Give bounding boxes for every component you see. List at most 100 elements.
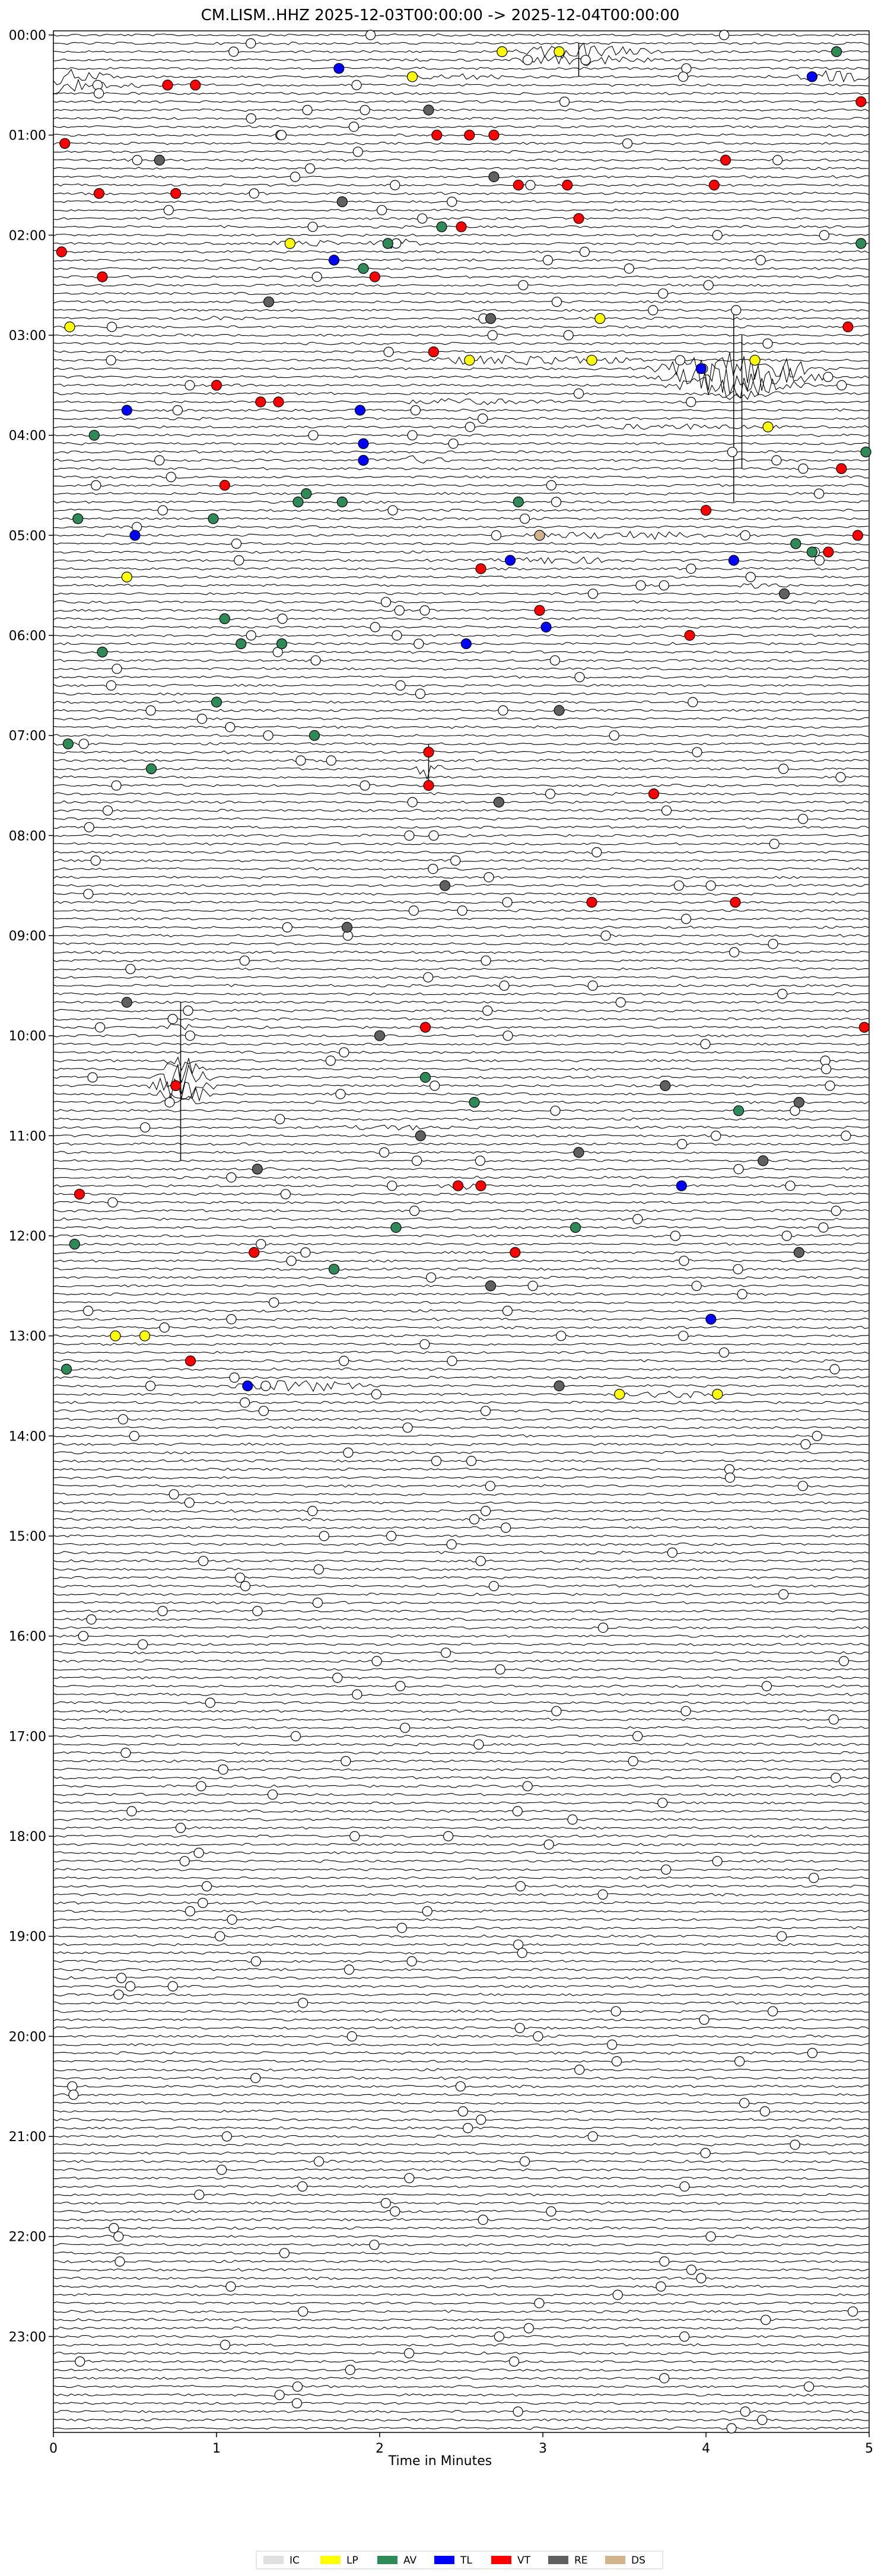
trace-row [53, 2143, 869, 2146]
event-marker [125, 1981, 136, 1992]
trace-row [53, 1893, 869, 1897]
event-marker-re [154, 154, 165, 166]
event-marker [739, 2098, 750, 2108]
event-marker [67, 2081, 78, 2092]
y-tick-label: 01:00 [9, 129, 46, 144]
trace-row [53, 2117, 869, 2122]
event-marker-av [219, 613, 230, 625]
event-marker [478, 413, 488, 424]
trace-row [53, 1693, 869, 1697]
event-marker-av [806, 546, 818, 558]
trace-row [53, 1493, 869, 1496]
trace-row [53, 1767, 869, 1772]
event-marker [661, 805, 672, 816]
event-marker [193, 1847, 204, 1858]
event-marker [215, 1931, 225, 1942]
event-marker-av [570, 1222, 581, 1233]
trace-row [53, 1818, 869, 1821]
event-marker [185, 380, 195, 391]
event-marker-tl [540, 621, 552, 633]
event-marker [491, 530, 502, 541]
event-marker-vt [562, 179, 573, 191]
event-marker [656, 2281, 666, 2292]
trace-row [53, 1367, 869, 1371]
event-marker [740, 2406, 750, 2417]
event-marker [419, 1339, 430, 1350]
event-marker [78, 739, 89, 749]
event-marker [290, 1731, 301, 1741]
event-marker [341, 1756, 351, 1767]
trace-row [53, 475, 869, 479]
event-marker [168, 1489, 179, 1500]
event-marker [369, 2240, 380, 2250]
event-marker [431, 1455, 442, 1467]
trace-row [53, 1292, 869, 1296]
event-marker-re [485, 1280, 497, 1292]
event-marker-re [121, 997, 132, 1008]
trace-row [53, 1391, 869, 1398]
trace-row [53, 333, 869, 337]
trace-row [53, 408, 869, 412]
trace-row [53, 1267, 869, 1271]
trace-row [53, 423, 869, 430]
event-marker-re [660, 1080, 671, 1092]
trace-row [53, 1142, 869, 1146]
event-marker [352, 1689, 362, 1700]
event-marker [183, 1005, 193, 1016]
event-marker [659, 580, 669, 591]
event-marker-vt [586, 896, 597, 908]
event-marker [423, 972, 434, 982]
event-marker-av [61, 1363, 72, 1375]
event-marker-vt [730, 896, 741, 908]
event-marker-av [513, 496, 524, 508]
event-marker [659, 2256, 670, 2267]
event-marker [724, 1473, 736, 1483]
event-marker [522, 1781, 533, 1792]
trace-row [53, 1642, 869, 1646]
event-marker [513, 1939, 524, 1950]
event-marker-vt [858, 1022, 870, 1033]
trace-row [53, 1109, 869, 1113]
event-marker [339, 1356, 349, 1366]
event-marker [240, 1580, 251, 1591]
y-tick-label: 22:00 [9, 2230, 46, 2245]
event-marker-re [488, 171, 500, 183]
trace-row [53, 2393, 869, 2397]
event-marker [240, 1397, 250, 1408]
event-marker [680, 1706, 691, 1716]
event-marker [84, 822, 94, 832]
trace-row [53, 1985, 869, 1988]
trace-row [53, 575, 869, 579]
event-marker-lp [594, 313, 606, 325]
event-marker-ds [534, 530, 545, 541]
event-marker-vt [488, 129, 500, 141]
event-marker [512, 1806, 523, 1817]
trace-row [53, 2401, 869, 2405]
trace-row [53, 967, 869, 971]
trace-row [53, 1759, 869, 1763]
event-marker [263, 730, 273, 741]
event-marker [194, 2189, 205, 2200]
x-tick-label: 3 [539, 2441, 547, 2456]
trace-row [53, 2318, 869, 2321]
trace-row [53, 717, 869, 721]
event-marker-vt [190, 79, 201, 91]
trace-row [53, 1943, 869, 1947]
event-marker-re [423, 104, 434, 116]
event-marker [448, 438, 459, 449]
y-tick-label: 20:00 [9, 2030, 46, 2044]
legend-box [256, 2550, 663, 2569]
plot-frame [53, 30, 870, 2433]
trace-row [53, 78, 869, 95]
trace-row [53, 150, 869, 154]
event-marker [411, 1155, 422, 1166]
event-marker-av [236, 638, 247, 650]
event-marker [838, 1656, 850, 1667]
trace-row [53, 300, 869, 304]
seismic-traces [53, 33, 869, 2430]
event-marker-vt [93, 188, 105, 199]
trace-row [53, 233, 869, 237]
event-marker-re [374, 1030, 386, 1041]
event-marker [103, 805, 113, 816]
